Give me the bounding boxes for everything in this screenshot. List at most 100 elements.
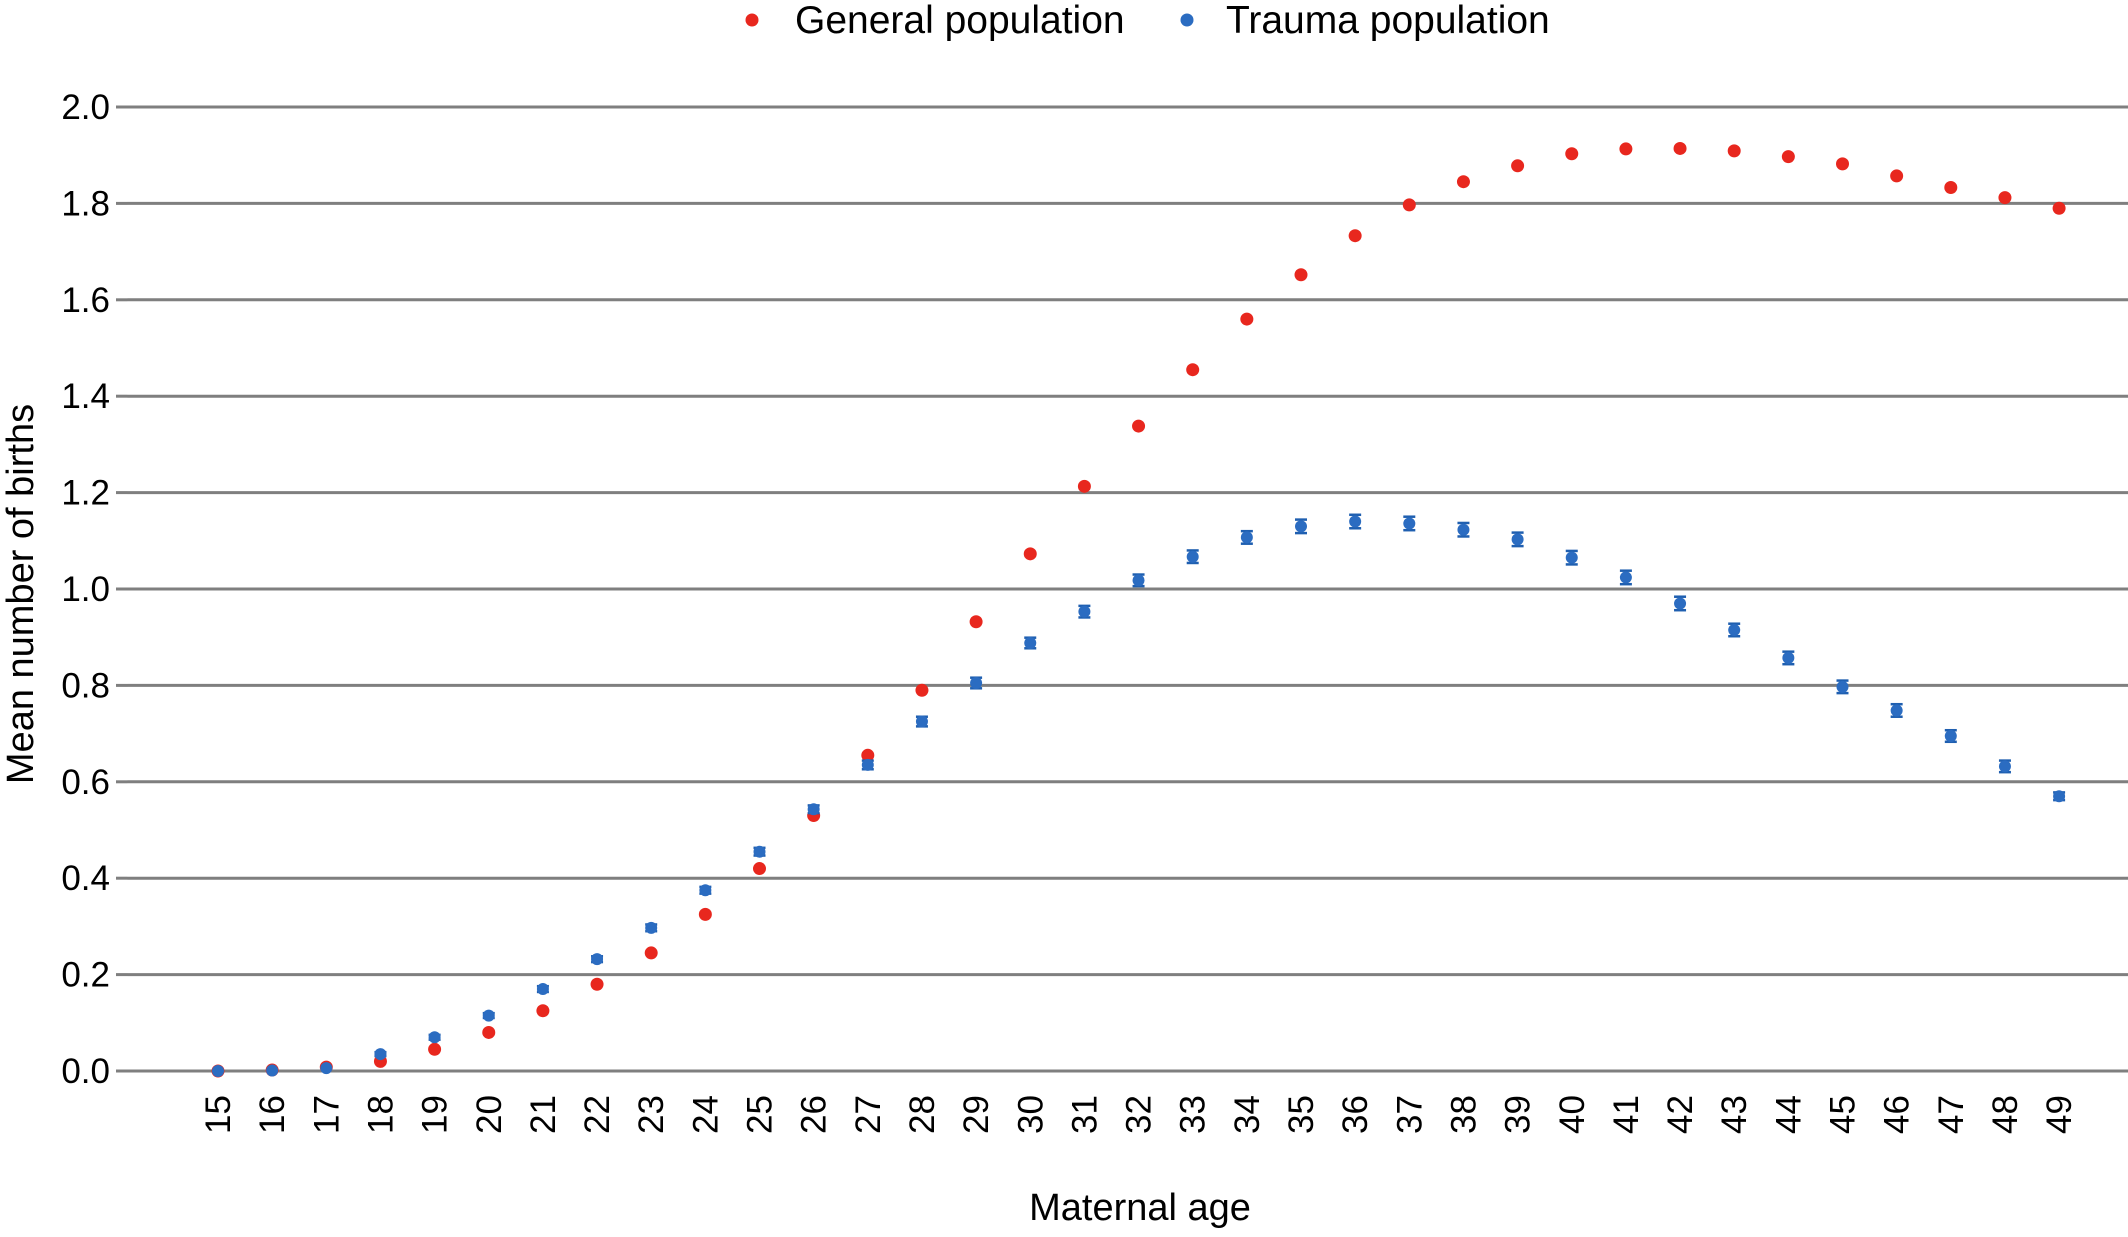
general-population-point bbox=[1348, 229, 1362, 243]
legend-label-general-population: General population bbox=[795, 0, 1125, 42]
x-tick-label: 38 bbox=[1444, 1095, 1483, 1134]
trauma-population-point bbox=[1836, 680, 1849, 693]
trauma-population-point bbox=[699, 884, 712, 897]
x-tick-label: 22 bbox=[578, 1095, 617, 1134]
x-tick-label: 29 bbox=[957, 1095, 996, 1134]
x-tick-label: 34 bbox=[1228, 1095, 1267, 1134]
x-tick-label: 27 bbox=[849, 1095, 888, 1134]
trauma-population-point bbox=[1565, 551, 1578, 564]
trauma-population-point bbox=[1403, 517, 1416, 530]
legend: General population Trauma population bbox=[745, 0, 1550, 42]
trauma-population-point bbox=[1240, 531, 1253, 544]
trauma-population-point bbox=[1728, 623, 1741, 636]
trauma-population-point bbox=[591, 953, 604, 966]
x-tick-label: 32 bbox=[1120, 1095, 1159, 1134]
trauma-population-point bbox=[1186, 550, 1199, 563]
x-tick-label: 21 bbox=[524, 1095, 563, 1134]
trauma-population-point bbox=[1890, 704, 1903, 717]
x-axis-title: Maternal age bbox=[1029, 1187, 1251, 1229]
x-tick-label: 15 bbox=[199, 1095, 238, 1134]
trauma-population-point bbox=[1782, 651, 1795, 664]
trauma-population-point bbox=[2053, 790, 2066, 803]
trauma-population-point bbox=[861, 758, 874, 771]
x-tick-label: 42 bbox=[1661, 1095, 1700, 1134]
gridlines bbox=[128, 105, 2128, 1073]
trauma-population-point bbox=[266, 1064, 279, 1077]
general-population-point bbox=[861, 748, 875, 762]
general-population-point bbox=[590, 977, 604, 991]
general-population-point bbox=[1456, 175, 1470, 189]
x-axis-ticks: 15 16 17 18 19 20 21 22 23 24 25 26 27 28 29 30 31 32 33 34… bbox=[199, 1095, 2079, 1134]
series-general-population bbox=[211, 141, 2066, 1078]
x-tick-label: 39 bbox=[1499, 1095, 1538, 1134]
x-tick-label: 47 bbox=[1932, 1095, 1971, 1134]
legend-marker-general-population bbox=[745, 13, 759, 27]
trauma-population-point bbox=[1619, 571, 1632, 584]
x-tick-label: 16 bbox=[253, 1095, 292, 1134]
x-tick-label: 37 bbox=[1390, 1095, 1429, 1134]
general-population-point bbox=[1132, 419, 1146, 433]
general-population-point bbox=[1511, 159, 1525, 173]
general-population-point bbox=[482, 1025, 496, 1039]
trauma-population-point bbox=[536, 983, 549, 996]
general-population-point bbox=[1077, 479, 1091, 493]
general-population-point bbox=[969, 615, 983, 629]
general-population-point bbox=[1944, 180, 1958, 194]
general-population-point bbox=[1890, 169, 1904, 183]
x-tick-label: 17 bbox=[307, 1095, 346, 1134]
trauma-population-point bbox=[1674, 597, 1687, 610]
x-tick-label: 24 bbox=[686, 1095, 725, 1134]
legend-marker-trauma-population bbox=[1180, 13, 1194, 27]
trauma-population-point bbox=[428, 1031, 441, 1044]
general-population-point bbox=[1240, 312, 1254, 326]
trauma-population-point bbox=[374, 1048, 387, 1061]
general-population-point bbox=[1619, 142, 1633, 156]
general-population-point bbox=[2052, 201, 2066, 215]
trauma-population-point bbox=[807, 803, 820, 816]
general-population-point bbox=[1673, 141, 1687, 155]
x-tick-label: 30 bbox=[1011, 1095, 1050, 1134]
y-tick-label: 0.6 bbox=[61, 763, 110, 802]
x-tick-label: 36 bbox=[1336, 1095, 1375, 1134]
general-population-point bbox=[915, 683, 929, 697]
x-tick-label: 19 bbox=[416, 1095, 455, 1134]
general-population-point bbox=[1836, 157, 1849, 171]
y-tick-label: 0.8 bbox=[61, 666, 110, 705]
x-tick-label: 23 bbox=[632, 1095, 671, 1134]
x-tick-label: 31 bbox=[1065, 1095, 1104, 1134]
trauma-population-point bbox=[1078, 605, 1091, 618]
legend-label-trauma-population: Trauma population bbox=[1226, 0, 1550, 42]
x-tick-label: 44 bbox=[1769, 1095, 1808, 1134]
general-population-point bbox=[698, 907, 712, 921]
general-population-point bbox=[1781, 150, 1795, 164]
general-population-point bbox=[1565, 147, 1579, 161]
y-tick-label: 1.4 bbox=[61, 377, 110, 416]
trauma-population-point bbox=[212, 1065, 224, 1077]
x-tick-label: 43 bbox=[1715, 1095, 1754, 1134]
x-tick-label: 18 bbox=[361, 1095, 400, 1134]
x-tick-label: 46 bbox=[1878, 1095, 1917, 1134]
general-population-point bbox=[536, 1004, 550, 1018]
y-tick-label: 1.0 bbox=[61, 570, 110, 609]
y-tick-label: 1.6 bbox=[61, 281, 110, 320]
trauma-population-point bbox=[1024, 636, 1037, 649]
general-population-point bbox=[428, 1042, 442, 1056]
x-tick-label: 35 bbox=[1282, 1095, 1321, 1134]
trauma-population-point bbox=[1998, 760, 2011, 773]
y-axis-title: Mean number of births bbox=[0, 404, 42, 784]
general-population-point bbox=[753, 862, 766, 876]
trauma-population-point bbox=[753, 845, 766, 858]
trauma-population-point bbox=[1457, 523, 1470, 536]
trauma-population-point bbox=[970, 676, 983, 689]
trauma-population-point bbox=[1349, 515, 1362, 528]
y-tick-label: 1.2 bbox=[61, 474, 110, 513]
general-population-point bbox=[1402, 198, 1416, 212]
general-population-point bbox=[1727, 144, 1741, 158]
trauma-population-point bbox=[915, 715, 928, 728]
y-tick-label: 1.8 bbox=[61, 184, 110, 223]
y-tick-label: 2.0 bbox=[61, 88, 110, 127]
x-tick-label: 40 bbox=[1553, 1095, 1592, 1134]
general-population-point bbox=[1998, 191, 2012, 205]
